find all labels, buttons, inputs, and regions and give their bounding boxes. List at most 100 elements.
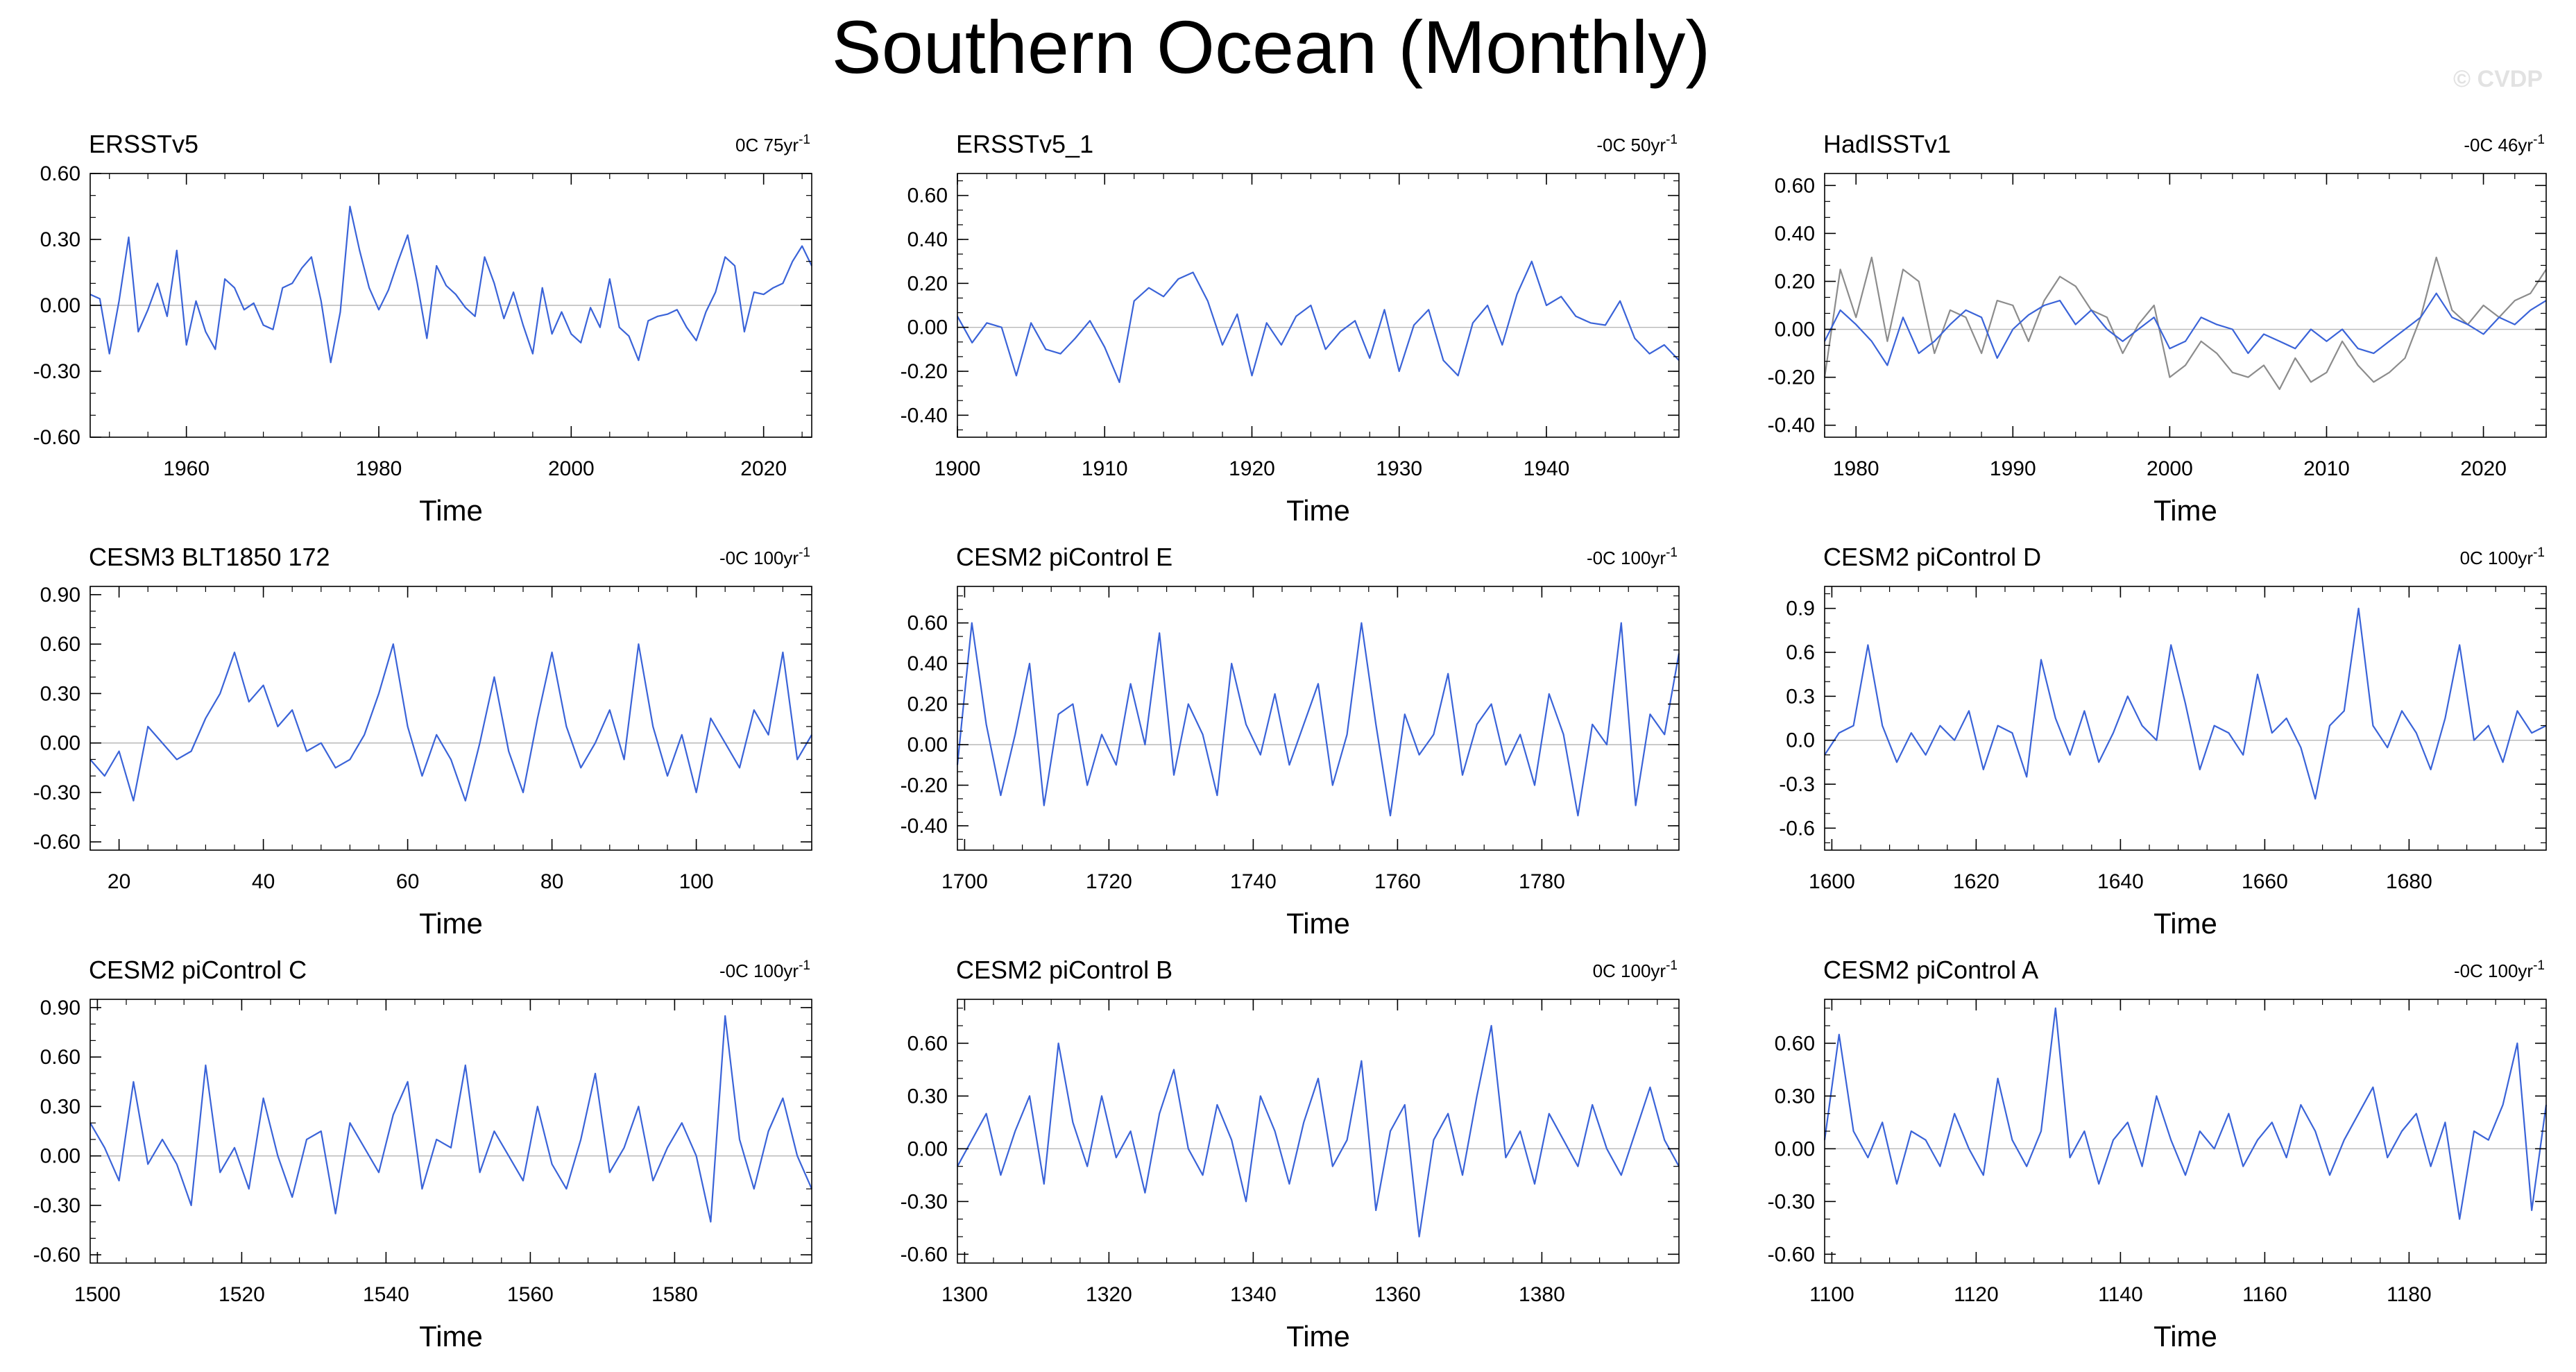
- y-tick-label: 0.40: [1775, 222, 1815, 245]
- trend-exponent: -1: [2533, 958, 2545, 973]
- x-tick-label: 40: [252, 870, 275, 893]
- panel-title: ERSSTv5_1: [956, 130, 1093, 158]
- panel-title: CESM2 piControl A: [1823, 956, 2038, 984]
- panels-container: ERSSTv5 0C 75yr-1 -0.60 -0.30 0.00 0.30 0.60 19…: [33, 130, 2548, 1353]
- y-tick-label: 0.00: [1775, 319, 1815, 341]
- panel-title: HadISSTv1: [1823, 130, 1951, 158]
- trend-exponent: -1: [2533, 545, 2545, 560]
- y-tick-label: 0.20: [907, 693, 948, 716]
- y-tick-label: -0.30: [33, 1194, 80, 1217]
- plot-frame: [1824, 586, 2547, 851]
- y-tick-label: 0.0: [1786, 729, 1815, 752]
- x-tick-label: 1980: [356, 457, 402, 480]
- series-line: [1824, 607, 2547, 800]
- chart-panel: ERSSTv5 0C 75yr-1 -0.60 -0.30 0.00 0.30 0.60 19…: [33, 130, 812, 527]
- x-tick-label: 1540: [363, 1283, 409, 1306]
- cvdp-credit: © CVDP: [2453, 66, 2543, 92]
- x-tick-label: 1760: [1374, 870, 1421, 893]
- x-tick-label: 100: [679, 870, 714, 893]
- y-tick-label: 0.3: [1786, 685, 1815, 708]
- trend-exponent: -1: [1666, 545, 1678, 560]
- series-line: [89, 1015, 813, 1223]
- x-tick-label: 1140: [2098, 1283, 2143, 1306]
- chart-panel: CESM2 piControl C -0C 100yr-1 -0.60 -0.30 0.…: [33, 956, 813, 1353]
- series-line: [956, 622, 1680, 817]
- plot-frame: [1824, 173, 2547, 438]
- figure-title: Southern Ocean (Monthly): [832, 5, 1711, 89]
- x-tick-label: 2000: [548, 457, 595, 480]
- x-tick-label: 1380: [1519, 1283, 1565, 1306]
- y-tick-label: 0.60: [40, 1046, 80, 1069]
- x-tick-label: 1930: [1376, 457, 1422, 480]
- y-tick-label: 0.30: [907, 1085, 948, 1108]
- y-tick-label: 0.30: [1775, 1085, 1815, 1108]
- plot-frame: [89, 999, 812, 1264]
- y-tick-label: 0.00: [907, 1137, 948, 1160]
- y-tick-label: -0.20: [901, 360, 948, 383]
- x-axis-title: Time: [2153, 1320, 2217, 1353]
- y-tick-label: 0.90: [40, 584, 80, 607]
- trend-annotation: -0C 46yr-1: [2464, 133, 2545, 155]
- y-tick-label: 0.30: [40, 1095, 80, 1118]
- trend-annotation: -0C 100yr-1: [1587, 545, 1678, 568]
- x-axis-title: Time: [1286, 907, 1350, 940]
- y-tick-label: -0.60: [1768, 1243, 1815, 1266]
- x-axis-title: Time: [1286, 494, 1350, 527]
- x-tick-label: 80: [540, 870, 563, 893]
- plot-frame: [957, 999, 1680, 1264]
- y-tick-label: -0.40: [1768, 414, 1815, 437]
- x-tick-label: 1720: [1086, 870, 1132, 893]
- trend-annotation: -0C 100yr-1: [719, 545, 810, 568]
- y-tick-label: 0.60: [907, 612, 948, 635]
- y-tick-label: -0.20: [901, 774, 948, 797]
- y-tick-label: -0.30: [33, 360, 80, 383]
- plot-frame: [1824, 999, 2547, 1264]
- y-tick-label: 0.00: [40, 294, 80, 317]
- y-tick-label: 0.40: [907, 228, 948, 251]
- y-tick-label: 0.90: [40, 997, 80, 1019]
- plot-frame: [957, 173, 1680, 438]
- x-tick-label: 1740: [1230, 870, 1277, 893]
- x-tick-label: 2010: [2303, 457, 2350, 480]
- y-tick-label: 0.20: [1775, 270, 1815, 293]
- y-tick-label: -0.40: [901, 815, 948, 838]
- chart-panel: CESM2 piControl E -0C 100yr-1 -0.40 -0.20 0.…: [901, 543, 1680, 940]
- x-tick-label: 1120: [1954, 1283, 1999, 1306]
- x-tick-label: 1560: [507, 1283, 554, 1306]
- y-tick-label: 0.20: [907, 272, 948, 295]
- chart-panel: ERSSTv5_1 -0C 50yr-1 -0.40 -0.20 0.00 0.20 0.4…: [901, 130, 1680, 527]
- x-tick-label: 60: [396, 870, 419, 893]
- trend-annotation: -0C 50yr-1: [1596, 133, 1678, 155]
- trend-exponent: -1: [799, 958, 810, 973]
- trend-annotation: 0C 75yr-1: [735, 133, 810, 155]
- y-tick-label: -0.60: [33, 426, 80, 449]
- y-tick-label: 0.60: [1775, 1032, 1815, 1055]
- x-tick-label: 1920: [1229, 457, 1275, 480]
- chart-panel: HadISSTv1 -0C 46yr-1 -0.40 -0.20 0.00 0.20 0.4…: [1768, 130, 2547, 527]
- y-tick-label: 0.00: [40, 732, 80, 755]
- trend-exponent: -1: [2533, 133, 2545, 147]
- x-tick-label: 1600: [1809, 870, 1855, 893]
- x-tick-label: 1160: [2242, 1283, 2287, 1306]
- trend-exponent: -1: [799, 133, 810, 147]
- y-tick-label: 0.30: [40, 228, 80, 251]
- panel-title: CESM2 piControl E: [956, 543, 1172, 571]
- series-line: [89, 643, 812, 802]
- plot-frame: [89, 586, 812, 851]
- x-axis-title: Time: [1286, 1320, 1350, 1353]
- x-tick-label: 1320: [1086, 1283, 1132, 1306]
- x-axis-title: Time: [419, 494, 483, 527]
- y-tick-label: 0.40: [907, 652, 948, 675]
- y-tick-label: -0.30: [901, 1190, 948, 1213]
- plot-frame: [957, 586, 1680, 851]
- trend-exponent: -1: [799, 545, 810, 560]
- x-tick-label: 1960: [163, 457, 210, 480]
- panel-title: CESM2 piControl C: [89, 956, 307, 984]
- x-tick-label: 1520: [219, 1283, 265, 1306]
- series-line: [1824, 292, 2547, 366]
- y-tick-label: -0.30: [33, 781, 80, 804]
- x-tick-label: 20: [108, 870, 130, 893]
- x-tick-label: 1980: [1833, 457, 1879, 480]
- y-tick-label: 0.60: [907, 1032, 948, 1055]
- y-tick-label: 0.00: [1775, 1137, 1815, 1160]
